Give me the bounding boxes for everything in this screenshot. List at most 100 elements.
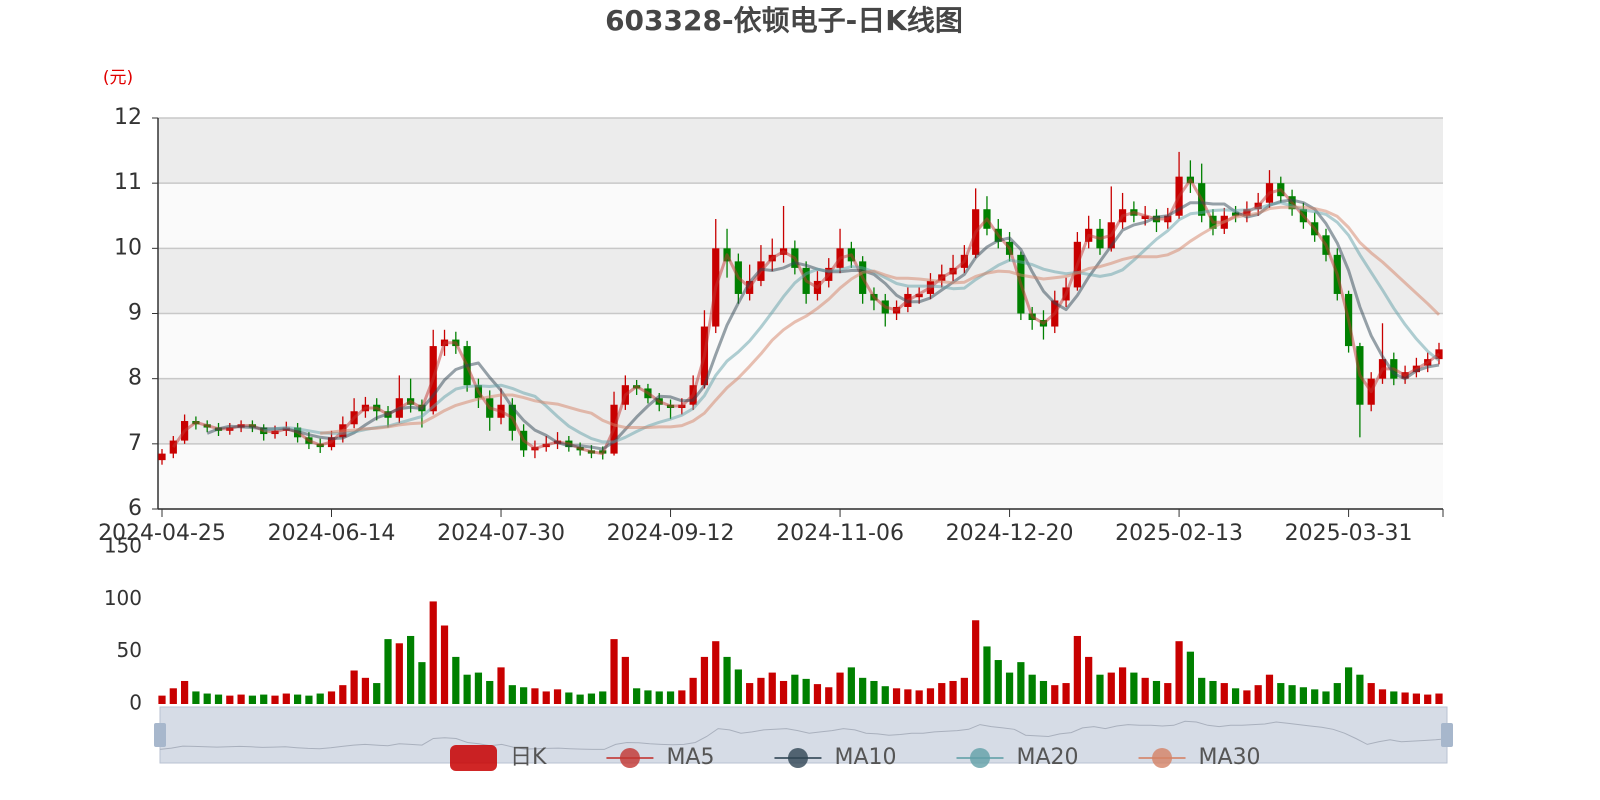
volume-bar [486, 680, 494, 704]
volume-bar [350, 670, 358, 704]
volume-bar [429, 601, 437, 704]
volume-bar [700, 656, 709, 704]
volume-bar [1277, 683, 1285, 704]
volume-bar [576, 694, 584, 704]
legend-item[interactable]: MA20 [956, 745, 1079, 770]
volume-bar [1265, 674, 1274, 704]
volume-bar [214, 694, 223, 704]
volume-bar [1051, 685, 1059, 704]
volume-bar [1118, 667, 1127, 704]
volume-bar [994, 660, 1002, 704]
volume-y-tick-label: 150 [104, 534, 142, 558]
volume-bar [180, 680, 189, 704]
volume-bar [859, 677, 867, 704]
volume-bar [678, 690, 686, 704]
volume-bar [395, 643, 403, 704]
volume-bar [542, 691, 550, 704]
zoom-handle[interactable] [1441, 723, 1453, 747]
volume-bar [1198, 677, 1206, 704]
volume-bar [926, 688, 935, 704]
volume-bar [1288, 685, 1296, 704]
volume-bar [192, 691, 200, 704]
volume-bar [508, 685, 516, 704]
y-tick-label: 12 [114, 105, 142, 130]
volume-bar [553, 689, 562, 704]
volume-bar [158, 695, 166, 704]
volume-bar [1209, 680, 1217, 704]
volume-bar [384, 639, 392, 704]
volume-bar [633, 688, 641, 704]
volume-bar [881, 686, 889, 704]
grid-band [158, 118, 1443, 184]
volume-bar [621, 656, 629, 704]
volume-bar [339, 685, 347, 704]
volume-bar [203, 693, 211, 704]
volume-bar [282, 693, 290, 704]
y-tick-label: 10 [114, 235, 142, 260]
volume-bar [1175, 641, 1183, 704]
legend-item[interactable]: MA5 [606, 745, 714, 770]
legend-label: MA5 [666, 745, 714, 770]
ma-line [320, 205, 1441, 435]
volume-bar [1435, 693, 1443, 704]
legend-item[interactable]: 日K [450, 745, 547, 771]
x-tick-label: 2024-06-14 [268, 521, 396, 546]
volume-y-tick-label: 0 [129, 691, 142, 715]
candle-body [158, 453, 166, 461]
volume-bar [779, 680, 788, 704]
zoom-handle[interactable] [154, 723, 166, 747]
legend-item[interactable]: MA30 [1138, 745, 1261, 770]
volume-bar [655, 691, 663, 704]
volume-bar [870, 680, 878, 704]
volume-bar [260, 694, 268, 704]
legend-item[interactable]: MA10 [774, 745, 897, 770]
volume-bar [1039, 680, 1048, 704]
volume-bar [248, 695, 257, 704]
chart-title: 603328-依顿电子-日K线图 [605, 4, 963, 37]
legend-label: MA10 [834, 745, 896, 770]
y-tick-label: 11 [114, 170, 142, 195]
volume-bar [169, 688, 177, 704]
volume-bar [712, 641, 720, 704]
volume-bar [813, 684, 822, 704]
volume-bar [757, 677, 765, 704]
legend-icon [787, 748, 808, 768]
volume-bar [723, 656, 731, 704]
grid-band [158, 183, 1443, 249]
volume-bar [825, 687, 833, 704]
volume-bar [610, 639, 618, 704]
volume-bar [734, 669, 742, 704]
volume-bar [938, 683, 946, 704]
volume-bar [237, 694, 245, 704]
volume-bar [452, 656, 460, 704]
volume-bar [983, 646, 991, 704]
volume-bar [1367, 683, 1375, 704]
y-tick-label: 7 [128, 431, 142, 456]
volume-bar [1028, 674, 1036, 704]
volume-bar [1254, 685, 1262, 704]
volume-bar [1130, 672, 1138, 704]
volume-bar [1186, 651, 1194, 704]
legend-icon [1152, 748, 1173, 768]
volume-bar [1299, 687, 1307, 704]
volume-bar [847, 667, 855, 704]
legend-label: 日K [510, 745, 547, 770]
y-tick-label: 9 [128, 301, 142, 326]
volume-bar [599, 691, 607, 704]
volume-bar [1322, 691, 1330, 704]
volume-bar [1164, 683, 1172, 704]
volume-bar [802, 678, 810, 704]
legend-icon [450, 745, 497, 771]
grid-band [158, 443, 1443, 509]
volume-bar [1311, 689, 1319, 704]
volume-bar [915, 690, 923, 704]
volume-bar [316, 693, 324, 704]
volume-bar [1107, 672, 1115, 704]
candle-body [1231, 212, 1240, 216]
volume-bar [1005, 672, 1014, 704]
volume-bar [1401, 692, 1409, 704]
volume-bar [294, 694, 302, 704]
volume-bar [531, 688, 539, 704]
legend-icon [970, 748, 990, 768]
volume-bar [972, 620, 980, 704]
